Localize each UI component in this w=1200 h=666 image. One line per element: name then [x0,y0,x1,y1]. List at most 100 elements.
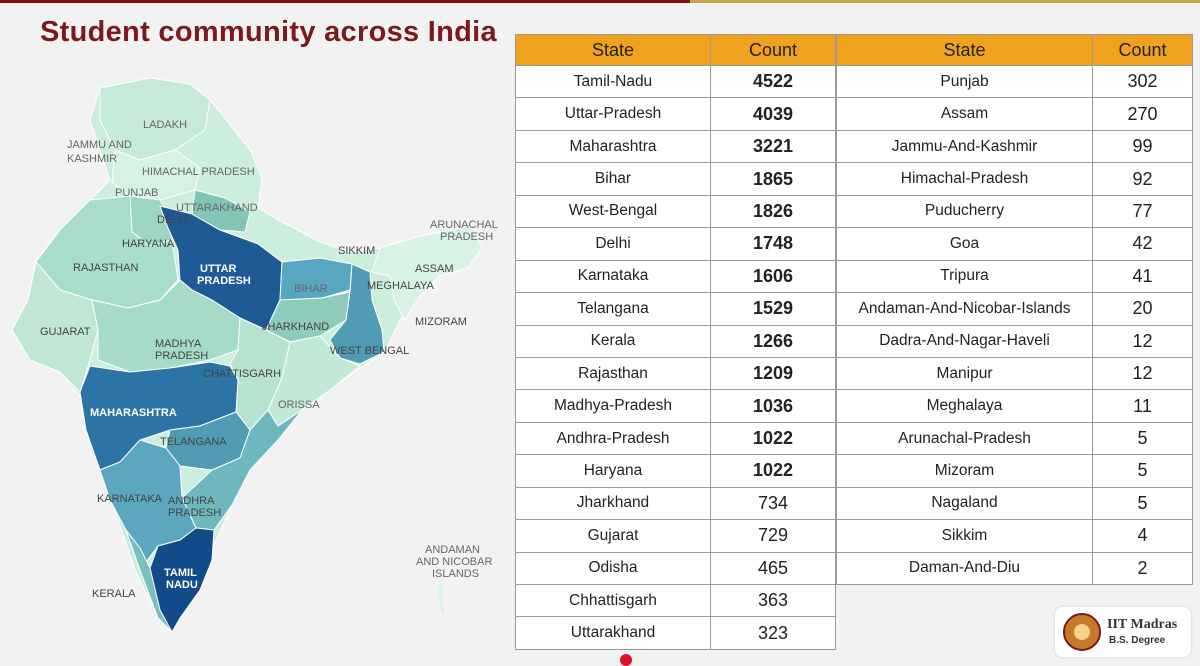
header-count: Count [710,34,836,66]
table-row: Telangana 1529 [515,292,836,326]
state-cell: Gujarat [515,519,711,553]
state-cell: Jharkhand [515,486,711,521]
map-label-punjab: PUNJAB [115,187,158,199]
state-cell: Madhya-Pradesh [515,389,711,423]
table-row: Jharkhand 734 [515,486,836,521]
count-cell: 465 [710,551,836,586]
table-row: Karnataka 1606 [515,259,836,294]
table-row: Delhi 1748 [515,227,836,261]
count-cell: 323 [710,616,836,650]
map-label-orissa: ORISSA [278,399,320,411]
map-label-mp-line1: MADHYA [155,338,202,350]
state-cell: Punjab [836,64,1093,99]
table-row: Andhra-Pradesh 1022 [515,421,836,456]
count-cell: 1022 [710,421,836,456]
count-cell: 363 [710,583,836,618]
table-row: Meghalaya 11 [836,389,1193,423]
table-row: Assam 270 [836,97,1193,131]
table-row: Haryana 1022 [515,454,836,488]
state-cell: Uttarakhand [515,616,711,650]
map-region-north-east [371,225,483,321]
state-cell: West-Bengal [515,194,711,229]
state-cell: Haryana [515,454,711,488]
state-count-table-right: State Count Punjab 302 Assam 270 Jammu-And-K… [836,34,1193,586]
table-row: Kerala 1266 [515,324,836,358]
top-accent-bar-gold [690,0,1200,3]
count-cell: 1826 [710,194,836,229]
map-label-jk-line2: KASHMIR [67,153,117,165]
map-region-jammu-kashmir [99,77,211,161]
table-row: Uttarakhand 323 [515,616,836,650]
map-label-maharashtra: MAHARASHTRA [90,407,177,419]
state-cell: Dadra-And-Nagar-Haveli [836,324,1093,358]
table-row: Himachal-Pradesh 92 [836,162,1193,196]
state-cell: Daman-And-Diu [836,551,1093,586]
map-label-delhi: DELHI [157,214,189,226]
state-cell: Jammu-And-Kashmir [836,129,1093,164]
pointer-cursor-dot [620,654,632,666]
map-region-west-bengal [329,263,385,365]
count-cell: 4522 [710,64,836,99]
map-label-tn-line2: NADU [166,579,198,591]
map-region-andaman [438,580,445,616]
map-label-assam: ASSAM [415,263,454,275]
map-label-up-line2: PRADESH [197,275,251,287]
count-cell: 4 [1092,519,1193,553]
state-count-table-left: State Count Tamil-Nadu 4522 Uttar-Pradesh 4… [515,34,836,650]
map-label-meghalaya: MEGHALAYA [367,280,434,292]
count-cell: 1209 [710,356,836,391]
count-cell: 1865 [710,162,836,196]
count-cell: 99 [1092,129,1193,164]
count-cell: 12 [1092,356,1193,391]
slide-title: Student community across India [40,16,497,48]
table-row: Daman-And-Diu 2 [836,551,1193,586]
map-label-jharkhand: JHARKHAND [262,321,329,333]
state-cell: Odisha [515,551,711,586]
state-cell: Karnataka [515,259,711,294]
map-label-telangana: TELANGANA [160,436,227,448]
count-cell: 5 [1092,454,1193,488]
state-cell: Bihar [515,162,711,196]
count-cell: 1606 [710,259,836,294]
count-cell: 1022 [710,454,836,488]
map-label-mizoram: MIZORAM [415,316,467,328]
state-cell: Tripura [836,259,1093,294]
table-row: Tripura 41 [836,259,1193,294]
state-cell: Maharashtra [515,129,711,164]
table-row: Uttar-Pradesh 4039 [515,97,836,131]
count-cell: 42 [1092,227,1193,261]
table-row: Punjab 302 [836,64,1193,99]
header-state: State [515,34,711,66]
count-cell: 5 [1092,421,1193,456]
header-state: State [836,34,1093,66]
map-label-jk-line1: JAMMU AND [67,139,132,151]
count-cell: 12 [1092,324,1193,358]
table-row: Madhya-Pradesh 1036 [515,389,836,423]
map-label-up-line1: UTTAR [200,263,237,275]
table-row: Dadra-And-Nagar-Haveli 12 [836,324,1193,358]
state-cell: Assam [836,97,1093,131]
map-label-sikkim: SIKKIM [338,245,375,257]
count-cell: 729 [710,519,836,553]
map-label-andaman-line1: ANDAMAN [425,544,480,556]
map-label-andhra-line2: PRADESH [168,507,221,519]
state-cell: Himachal-Pradesh [836,162,1093,196]
state-cell: Kerala [515,324,711,358]
iit-madras-logo-badge: IIT Madras B.S. Degree [1055,607,1191,657]
table-row: Mizoram 5 [836,454,1193,488]
state-cell: Rajasthan [515,356,711,391]
map-label-west-bengal: WEST BENGAL [330,345,409,357]
badge-sub: B.S. Degree [1109,635,1166,646]
map-region-orissa [267,335,361,427]
table-row: Bihar 1865 [515,162,836,196]
state-cell: Sikkim [836,519,1093,553]
count-cell: 20 [1092,292,1193,326]
map-label-tn-line1: TAMIL [164,567,197,579]
count-cell: 734 [710,486,836,521]
badge-name: IIT Madras [1107,617,1178,632]
map-label-karnataka: KARNATAKA [97,493,163,505]
count-cell: 4039 [710,97,836,131]
state-cell: Andhra-Pradesh [515,421,711,456]
count-cell: 1529 [710,292,836,326]
table-row: Chhattisgarh 363 [515,583,836,618]
